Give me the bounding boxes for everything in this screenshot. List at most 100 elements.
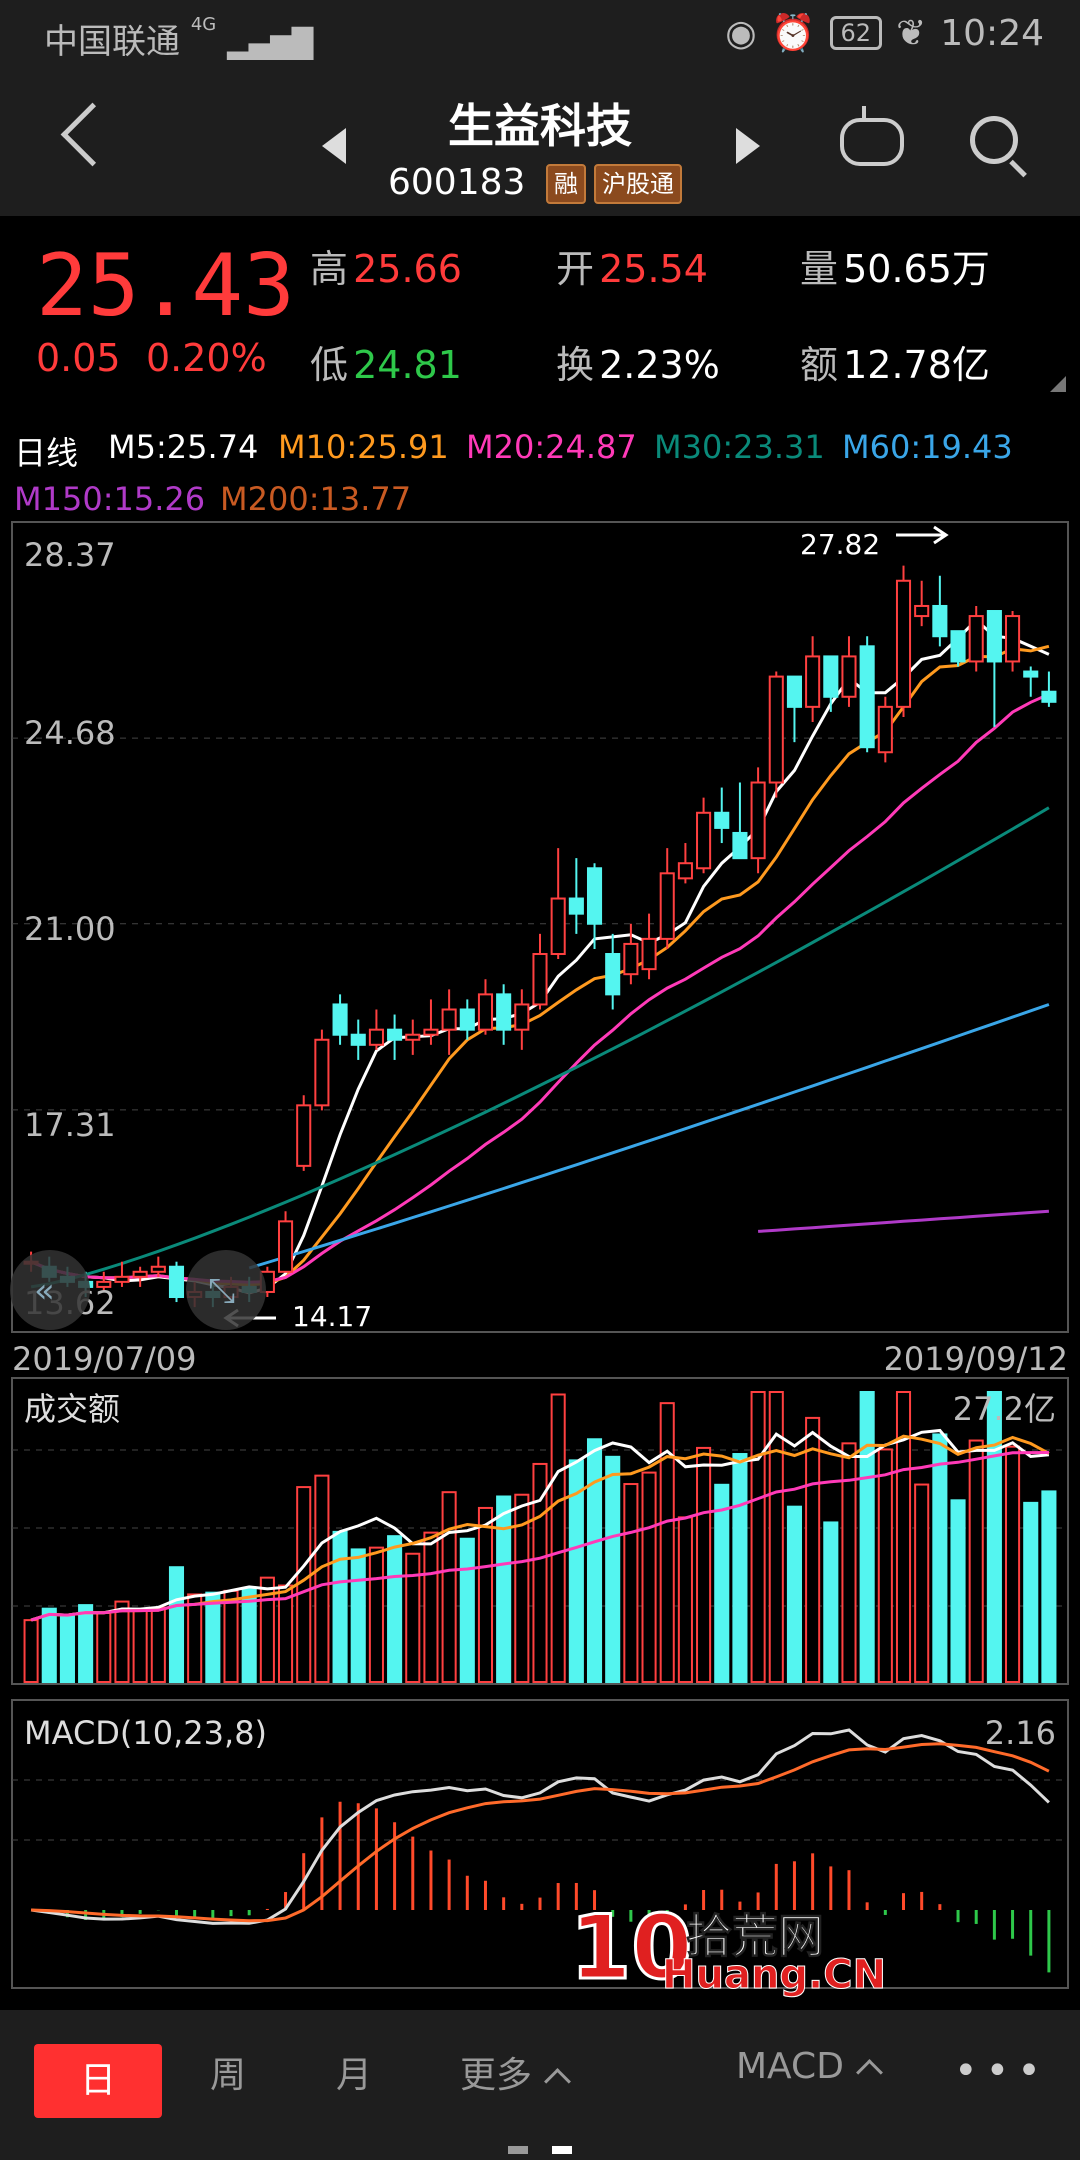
search-icon[interactable] [970, 116, 1018, 164]
volume-value: 50.65万 [843, 247, 990, 291]
candle-body [459, 1008, 475, 1031]
tab-indicator[interactable]: MACD [736, 2046, 883, 2087]
volume-bar [768, 1391, 784, 1683]
tab-more[interactable]: 更多 [460, 2046, 571, 2098]
volume-bar [732, 1453, 748, 1683]
price-change: 0.05 [36, 336, 121, 380]
volume-bar [241, 1588, 257, 1684]
low-marker-label: 14.17 [292, 1300, 372, 1333]
volume-bar [332, 1530, 348, 1684]
margin-tag: 融 [546, 164, 586, 204]
volume-bar [968, 1439, 984, 1684]
volume-bar [114, 1600, 130, 1683]
candle-body [150, 1265, 166, 1273]
expand-corner-icon[interactable] [1050, 376, 1066, 392]
candle-body [296, 1104, 312, 1167]
high-stat: 高 25.66 [310, 238, 462, 293]
period-tab-bar: 日 周 月 更多 MACD ••• [0, 2010, 1080, 2160]
high-marker-label: 27.82 [800, 528, 880, 561]
volume-bar [168, 1566, 185, 1684]
volume-bar [223, 1589, 239, 1683]
more-menu-icon[interactable]: ••• [954, 2048, 1049, 2094]
candle-body [914, 604, 930, 618]
candle-body [895, 579, 912, 708]
candle-body [750, 781, 766, 860]
y-tick-2: 21.00 [24, 910, 116, 948]
tab-day[interactable]: 日 [34, 2044, 162, 2118]
volume-bar [605, 1455, 621, 1683]
volume-bar [859, 1391, 875, 1683]
tab-indicator-label: MACD [736, 2046, 844, 2087]
volume-bar [205, 1591, 221, 1684]
stock-header: 生益科技 600183 融 沪股通 [0, 72, 1080, 216]
volume-bar [805, 1416, 821, 1683]
next-stock-icon[interactable] [736, 128, 760, 164]
low-stat: 低 24.81 [310, 334, 462, 389]
tab-month[interactable]: 月 [336, 2055, 373, 2096]
watermark-number: 10 [568, 1896, 693, 1999]
status-right: ◉ ⏰ 62 ❦ 10:24 [725, 12, 1044, 55]
volume-bar [532, 1462, 548, 1683]
volume-bar [96, 1612, 112, 1683]
candle-body [132, 1270, 148, 1278]
end-date: 2019/09/12 [884, 1340, 1068, 1378]
volume-title: 成交额 [24, 1390, 120, 1428]
turnover-value: 2.23% [599, 343, 720, 387]
volume-ma-lines [30, 1428, 1050, 1622]
carrier-label: 中国联通 4G ▂▄▆█ [44, 14, 313, 63]
volume-bar [459, 1537, 475, 1684]
ma60-label: M60:19.43 [842, 428, 1013, 466]
y-tick-1: 24.68 [24, 714, 116, 752]
macd-grid [12, 1779, 1068, 1841]
candle-body [423, 1028, 439, 1036]
candle-body [768, 675, 784, 784]
candle-body [714, 811, 730, 829]
price-change-pct: 0.20% [146, 336, 267, 380]
candle-body [641, 937, 657, 971]
watermark-logo: 10 拾荒网 Huang.CN [562, 1896, 886, 1999]
macd-frame [11, 1699, 1069, 1989]
battery-icon: 62 [829, 16, 883, 50]
ma150-label: M150:15.26 [14, 480, 206, 518]
page-indicator-1 [508, 2146, 528, 2154]
kline-ticks: 28.37 24.68 21.00 17.31 13.62 [24, 536, 116, 1322]
volume-bar [441, 1491, 457, 1684]
volume-bar [750, 1391, 766, 1683]
volume-bar [641, 1471, 657, 1683]
prev-stock-icon[interactable] [322, 128, 346, 164]
candle-body [732, 831, 748, 860]
hk-connect-tag: 沪股通 [594, 164, 682, 204]
candle-body [532, 953, 548, 1006]
y-tick-0: 28.37 [24, 536, 116, 574]
volume-stat: 量 50.65万 [800, 238, 990, 293]
alarm-icon: ⏰ [770, 13, 816, 54]
candle-body [332, 1003, 348, 1036]
robot-assistant-icon[interactable] [840, 106, 904, 166]
volume-bar [41, 1607, 57, 1683]
candle-body [568, 897, 584, 915]
stock-name: 生益科技 [448, 99, 632, 153]
candle-body [605, 953, 621, 996]
candle-body [677, 862, 693, 880]
volume-bar [423, 1531, 439, 1683]
volume-bars [23, 1391, 1057, 1684]
tab-week[interactable]: 周 [210, 2055, 247, 2096]
candle-body [986, 610, 1002, 663]
candle-body [278, 1220, 294, 1273]
volume-bar [823, 1521, 839, 1683]
open-value: 25.54 [599, 247, 708, 291]
signal-icon: ▂▄▆█ [227, 27, 314, 60]
charts-area[interactable]: 28.37 24.68 21.00 17.31 13.62 27.82 14.1… [0, 520, 1080, 1990]
zoom-in-icon [186, 1250, 266, 1330]
candle-body [96, 1280, 112, 1288]
volume-bar [387, 1535, 403, 1683]
candle-body [1023, 670, 1039, 678]
candle-body [441, 1008, 457, 1031]
volume-bar [841, 1442, 857, 1683]
macd-value: 2.16 [985, 1714, 1056, 1752]
amount-label: 额 [800, 343, 839, 387]
volume-bar [132, 1608, 148, 1683]
volume-bar [187, 1593, 203, 1683]
leaf-icon: ❦ [896, 12, 927, 54]
low-value: 24.81 [353, 343, 462, 387]
